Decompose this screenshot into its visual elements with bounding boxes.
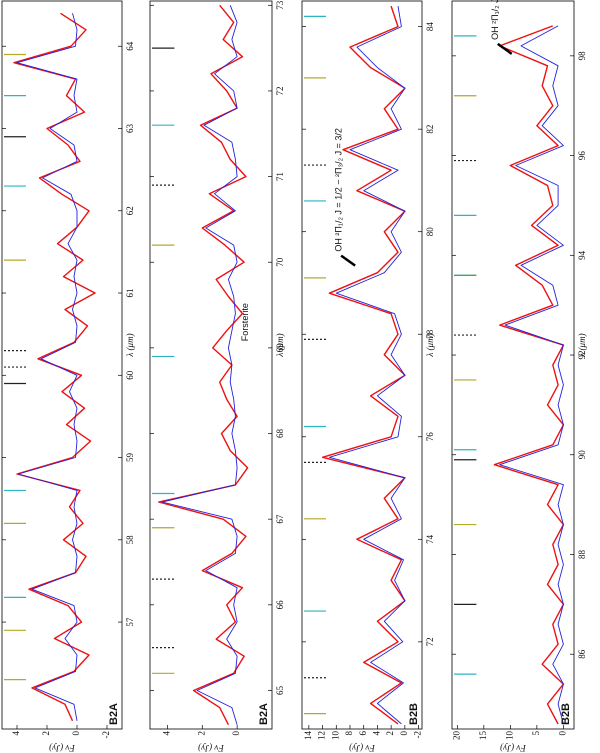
x-tick-label: 82 — [425, 125, 435, 134]
y-tick-label: 20 — [451, 731, 461, 741]
spectrum-line — [157, 4, 249, 726]
x-tick-label: 64 — [125, 41, 135, 51]
panel-label: B2A — [258, 703, 270, 725]
annotation: Forsterite — [240, 303, 250, 341]
spectrum-line — [499, 25, 564, 725]
x-tick-label: 67 — [275, 514, 285, 524]
y-axis-label: Fν (Jy) — [500, 743, 527, 753]
x-tick-label: 69 — [275, 343, 285, 353]
y-tick-label: 2 — [41, 731, 51, 736]
x-tick-label: 78 — [425, 329, 435, 339]
x-tick-label: 68 — [275, 429, 285, 439]
plot-frame — [451, 0, 575, 730]
y-axis-label: Fν (Jy) — [49, 743, 76, 753]
spectrum-line — [16, 13, 78, 721]
x-tick-label: 66 — [275, 600, 285, 610]
x-tick-label: 72 — [425, 637, 435, 646]
x-tick-label: 92 — [577, 351, 587, 360]
y-tick-label: 6 — [358, 731, 368, 736]
y-tick-label: 4 — [161, 731, 171, 736]
y-tick-label: 14 — [303, 731, 313, 741]
x-tick-label: 94 — [577, 250, 587, 260]
y-tick-label: 2 — [385, 731, 395, 736]
annotation-arrow — [340, 254, 356, 267]
y-tick-label: 0 — [71, 731, 81, 736]
x-tick-label: 58 — [125, 535, 135, 545]
annotation-arrow — [497, 42, 513, 55]
x-tick-label: 73 — [275, 0, 285, 10]
x-tick-label: 57 — [125, 617, 135, 627]
spectrum-line — [161, 5, 238, 725]
x-axis-label: λ (μm) — [577, 333, 587, 357]
y-tick-label: 8 — [344, 731, 354, 736]
x-tick-label: 59 — [125, 453, 135, 463]
y-axis-label: Fν (Jy) — [198, 743, 225, 753]
x-tick-label: 60 — [125, 370, 135, 380]
plot-frame — [149, 0, 273, 730]
x-tick-label: 76 — [425, 432, 435, 442]
x-tick-label: 96 — [577, 151, 587, 161]
x-tick-label: 65 — [275, 685, 285, 695]
y-tick-label: 2 — [196, 731, 206, 736]
spectrum-line — [493, 25, 565, 725]
x-axis-label: λ (μm) — [125, 333, 135, 357]
x-axis-label: λ (μm) — [275, 333, 285, 357]
spectrum-line — [321, 5, 406, 725]
x-tick-label: 88 — [577, 549, 587, 559]
y-tick-label: 0 — [231, 731, 241, 736]
x-tick-label: 74 — [425, 534, 435, 544]
plot-frame — [301, 0, 423, 730]
x-tick-label: 70 — [275, 257, 285, 267]
y-tick-label: 0 — [399, 731, 409, 736]
y-tick-label: 10 — [330, 731, 340, 741]
annotation: OH ²Π₁/₂ J = 1/2 − ²Π₃/₂ J = 3/2 — [334, 128, 344, 251]
x-tick-label: 80 — [425, 227, 435, 237]
y-tick-label: 12 — [317, 731, 327, 740]
x-tick-label: 86 — [577, 649, 587, 659]
x-axis-label: λ (μm) — [425, 333, 435, 357]
x-tick-label: 62 — [125, 206, 135, 215]
spectrum-line — [328, 6, 406, 725]
panel-label: B2B — [560, 703, 572, 725]
x-tick-label: 90 — [577, 450, 587, 460]
y-axis-label: Fν (Jy) — [349, 743, 376, 753]
panel-label: B2A — [108, 703, 120, 725]
x-tick-label: 63 — [125, 124, 135, 134]
x-tick-label: 61 — [125, 289, 135, 298]
y-tick-label: -2 — [101, 731, 111, 739]
x-tick-label: 84 — [425, 22, 435, 32]
y-tick-label: 10 — [504, 731, 514, 741]
y-tick-label: -2 — [413, 731, 423, 739]
y-tick-label: 4 — [11, 731, 21, 736]
annotation: OH ²Π₁/₂ J = 5/2 − ²Π₁/₂ J = 3/2 — [490, 0, 500, 40]
x-tick-label: 72 — [275, 86, 285, 95]
spectrum-line — [13, 12, 96, 722]
x-tick-label: 71 — [275, 172, 285, 181]
y-tick-label: 0 — [557, 731, 567, 736]
y-tick-label: 15 — [478, 731, 488, 741]
x-tick-label: 98 — [577, 51, 587, 61]
y-tick-label: 4 — [371, 731, 381, 736]
plot-frame — [1, 0, 123, 730]
panel-label: B2B — [408, 703, 420, 725]
y-tick-label: 5 — [531, 731, 541, 736]
